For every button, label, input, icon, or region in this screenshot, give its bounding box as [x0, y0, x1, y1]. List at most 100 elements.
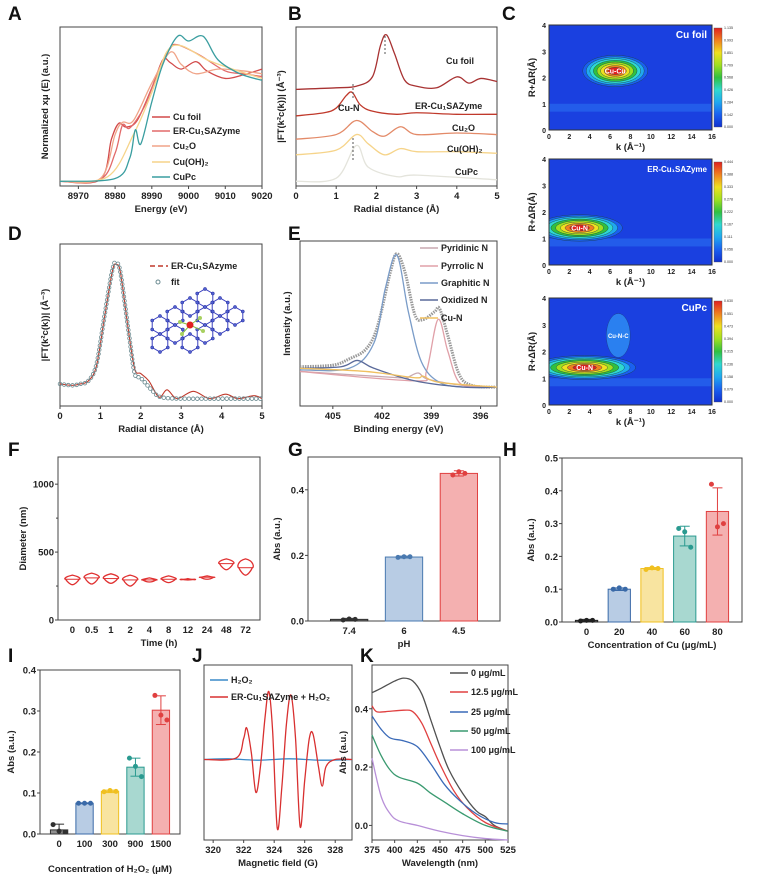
colorbar-label: 0.056 [724, 248, 733, 252]
fit-point [94, 359, 100, 365]
x-tick-label: 0 [547, 269, 551, 276]
data-point [456, 469, 462, 475]
fit-point [161, 395, 166, 400]
carbon-atom [188, 350, 192, 354]
carbon-atom [225, 309, 230, 314]
x-tick-label: 475 [455, 845, 472, 856]
curve-label: Cu₂O [452, 123, 475, 133]
carbon-ring [226, 306, 244, 326]
fit-point [109, 268, 115, 274]
legend-label: fit [171, 277, 180, 287]
y-axis-label: Normalized xμ (E) (a.u.) [40, 54, 51, 160]
y-tick-label: 0.1 [23, 789, 37, 800]
data-point [590, 617, 596, 623]
y-tick-label: 2 [542, 76, 546, 83]
panel-label: E [288, 224, 301, 245]
violin [121, 574, 139, 587]
carbon-atom [218, 332, 222, 336]
data-point [101, 789, 107, 795]
carbon-atom [195, 345, 200, 350]
fit-point [82, 381, 88, 386]
x-tick-label: 400 [387, 845, 403, 856]
y-tick-label: 0.5 [545, 454, 559, 465]
fit-point [151, 389, 156, 394]
data-point [82, 800, 88, 806]
y-axis-label: R+ΔR(Å) [527, 192, 538, 231]
x-tick-label: 0 [70, 625, 75, 636]
data-point [346, 616, 352, 622]
colorbar-label: 0.394 [724, 337, 733, 341]
nitrogen-atom [178, 320, 182, 324]
colorbar-label: 0.851 [724, 51, 733, 55]
molecular-structure-inset [150, 287, 245, 354]
series-line [295, 91, 498, 117]
y-tick-label: 0.2 [23, 748, 36, 759]
x-tick-label: 8 [166, 625, 171, 636]
fit-point [86, 378, 91, 384]
fit-point [237, 396, 242, 401]
data-point [688, 544, 694, 550]
x-axis-label: Radial distance (Å) [118, 424, 204, 435]
panel-label: A [8, 4, 22, 25]
carbon-atom [150, 318, 155, 323]
fit-point [70, 383, 75, 388]
nitrogen-atom [198, 316, 202, 320]
series-line [295, 33, 498, 91]
colorbar-label: 0.236 [724, 362, 733, 366]
legend-label: Pyrrolic N [441, 261, 484, 271]
y-tick-label: 3 [542, 49, 546, 56]
x-tick-label: 396 [473, 411, 489, 422]
x-tick-label: 405 [325, 411, 342, 422]
fit-point [109, 272, 114, 278]
fit-point [186, 396, 192, 401]
panel-label: C [502, 4, 516, 25]
x-tick-label: 14 [688, 409, 696, 416]
x-tick-label: 0 [56, 839, 61, 850]
fit-point [123, 311, 129, 316]
x-tick-label: 300 [102, 839, 118, 850]
fit-point [190, 396, 196, 401]
fit-point [232, 396, 238, 401]
x-tick-label: 1 [108, 625, 114, 636]
x-tick-label: 8 [629, 409, 633, 416]
y-tick-label: 0.2 [545, 552, 558, 563]
fit-point [97, 343, 103, 348]
fit-point [107, 281, 113, 286]
fit-point [125, 319, 130, 324]
panel-g: G 0.0 0.2 0.4 pH Abs (a.u.) 7.4 6 4.5 [272, 440, 501, 650]
x-axis-label: k (Å⁻¹) [616, 277, 645, 288]
data-point [164, 717, 170, 723]
x-tick-label: 9010 [215, 191, 236, 202]
fit-point [61, 382, 67, 387]
series-line [371, 758, 509, 841]
violin [141, 577, 158, 583]
contour [569, 224, 590, 232]
carbon-atom [180, 345, 185, 350]
data-point [682, 529, 688, 535]
fit-point [93, 364, 99, 369]
x-tick-label: 16 [708, 409, 716, 416]
carbon-atom [188, 332, 192, 336]
fit-point [108, 277, 113, 282]
fit-point [224, 396, 229, 401]
legend-label: 12.5 μg/mL [471, 687, 519, 697]
x-tick-label: 16 [708, 134, 716, 141]
curve-label: ER-Cu₁SAZyme [415, 101, 482, 111]
carbon-atom [218, 314, 222, 318]
x-axis-label: Concentration of Cu (μg/mL) [588, 640, 717, 651]
fit-point [132, 369, 137, 374]
x-tick-label: 14 [688, 269, 696, 276]
map-background [549, 159, 712, 265]
carbon-ring [196, 324, 214, 344]
series-line [299, 367, 498, 388]
y-tick-label: 1 [542, 102, 546, 109]
colorbar-label: 0.551 [724, 312, 733, 316]
fit-point [130, 356, 135, 362]
carbon-atom [210, 318, 215, 323]
x-tick-label: 4 [219, 411, 225, 422]
fit-point [78, 381, 83, 386]
x-axis-label: Energy (eV) [135, 204, 188, 215]
panel-j: J 320 322 324 326 328 Magnetic field (G) H₂O₂ ER… [192, 646, 353, 869]
